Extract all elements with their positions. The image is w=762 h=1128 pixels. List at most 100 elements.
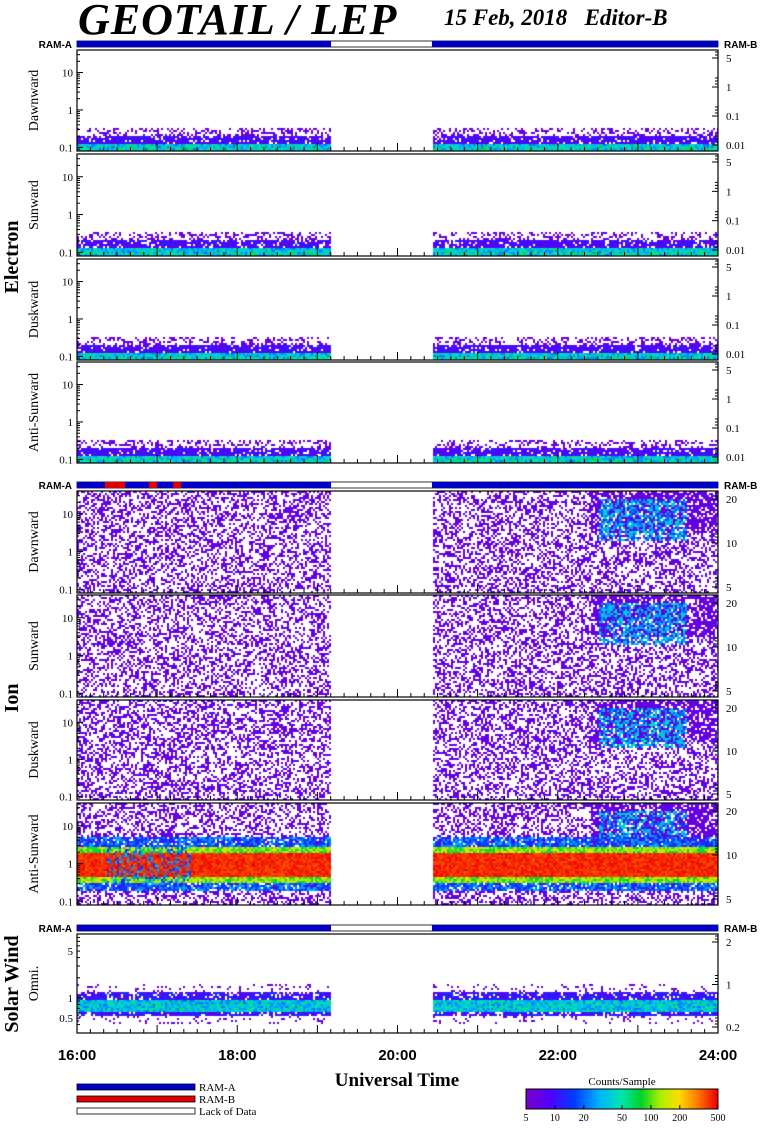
right-axis-tick-label: 5 — [726, 789, 732, 801]
legend-label: RAM-B — [199, 1094, 235, 1106]
left-axis-tick-label: 0.1 — [59, 142, 73, 154]
ram-left-label: RAM-A — [39, 924, 72, 935]
colorbar-tick-label: 50 — [617, 1113, 627, 1124]
right-axis-tick-label: 20 — [726, 494, 738, 506]
colorbar-cell — [646, 1089, 649, 1109]
colorbar-cell — [600, 1089, 603, 1109]
spectrogram-image — [77, 934, 718, 1033]
colorbar-tick-label: 10 — [550, 1113, 560, 1124]
colorbar-cell — [674, 1089, 677, 1109]
colorbar-cell — [628, 1089, 631, 1109]
colorbar-cell — [550, 1089, 553, 1109]
colorbar-tick-label: 20 — [579, 1113, 589, 1124]
ram-right-label: RAM-B — [724, 481, 757, 492]
left-axis-tick-label: 0.1 — [59, 584, 73, 596]
ram-a-segment — [431, 482, 718, 488]
colorbar-cell — [708, 1089, 711, 1109]
colorbar-cell — [678, 1089, 681, 1109]
spectrogram-image — [77, 362, 718, 463]
section-ion: RAM-A RAM-B Ion 10 1 0.1 20 10 5 Dawnward 10 1 0.1 20… — [1, 481, 757, 908]
colorbar-cell — [696, 1089, 699, 1109]
colorbar-cell — [560, 1089, 563, 1109]
colorbar-cell — [698, 1089, 701, 1109]
colorbar-cell — [640, 1089, 643, 1109]
colorbar-cell — [644, 1089, 647, 1109]
legend-swatch — [76, 1095, 196, 1103]
colorbar-cell — [594, 1089, 597, 1109]
colorbar-cell — [530, 1089, 533, 1109]
colorbar-cell — [694, 1089, 697, 1109]
ram-a-segment — [77, 41, 331, 47]
colorbar-cell — [654, 1089, 657, 1109]
panel-electron-sunward: 10 1 0.1 5 1 0.1 0.01 Sunward — [27, 153, 745, 259]
colorbar-cell — [556, 1089, 559, 1109]
right-axis-tick-label: 5 — [726, 157, 732, 169]
ram-b-segment — [105, 482, 126, 488]
ram-right-label: RAM-B — [724, 40, 757, 51]
right-axis-tick-label: 5 — [726, 686, 732, 698]
colorbar-cell — [544, 1089, 547, 1109]
spectrogram-image — [77, 595, 718, 697]
right-axis-tick-label: 5 — [726, 262, 732, 274]
x-tick-label: 24:00 — [699, 1047, 737, 1064]
panel-label: Duskward — [27, 721, 42, 779]
colorbar-title: Counts/Sample — [588, 1076, 655, 1088]
colorbar-cell — [666, 1089, 669, 1109]
ram-a-segment — [77, 925, 331, 931]
colorbar-cell — [542, 1089, 545, 1109]
colorbar-cell — [562, 1089, 565, 1109]
colorbar-cell — [636, 1089, 639, 1109]
left-axis-tick-label: 0.1 — [59, 454, 73, 466]
colorbar-cell — [642, 1089, 645, 1109]
right-axis-tick-label: 0.01 — [726, 245, 745, 257]
colorbar-cell — [676, 1089, 679, 1109]
right-axis-tick-label: 0.01 — [726, 452, 745, 464]
legend-label: RAM-A — [199, 1082, 236, 1094]
colorbar-cell — [564, 1089, 567, 1109]
spectrogram-image — [77, 259, 718, 360]
left-axis-tick-label: 1 — [68, 547, 74, 559]
ram-left-label: RAM-A — [39, 481, 72, 492]
x-tick-label: 18:00 — [218, 1047, 256, 1064]
colorbar-cell — [586, 1089, 589, 1109]
colorbar-cell — [672, 1089, 675, 1109]
colorbar: Counts/Sample 5 10 20 50 100 200 500 — [524, 1076, 726, 1124]
left-axis-tick-label: 1 — [68, 210, 74, 222]
right-axis-tick-label: 0.1 — [726, 111, 740, 123]
panel-electron-duskward: 10 1 0.1 5 1 0.1 0.01 Duskward — [27, 258, 745, 363]
colorbar-cell — [614, 1089, 617, 1109]
right-axis-tick-label: 1 — [726, 186, 732, 198]
panel-label: Omni. — [27, 966, 42, 1001]
colorbar-cell — [660, 1089, 663, 1109]
right-axis-tick-label: 10 — [726, 850, 738, 862]
colorbar-cell — [584, 1089, 587, 1109]
left-axis-tick-label: 10 — [62, 613, 74, 625]
colorbar-cell — [690, 1089, 693, 1109]
left-axis-tick-label: 1 — [68, 859, 74, 871]
right-axis-tick-label: 0.1 — [726, 216, 740, 228]
x-tick-label: 22:00 — [539, 1047, 577, 1064]
colorbar-cell — [602, 1089, 605, 1109]
colorbar-cell — [658, 1089, 661, 1109]
colorbar-cell — [606, 1089, 609, 1109]
left-axis-tick-label: 0.1 — [59, 351, 73, 363]
left-axis-tick-label: 1 — [68, 993, 74, 1005]
page-title: GEOTAIL / LEP — [78, 0, 398, 44]
ram-a-segment — [431, 41, 718, 47]
left-axis-tick-label: 0.1 — [59, 791, 73, 803]
x-axis: 16:00 18:00 20:00 22:00 24:00 Universal Time — [58, 1047, 737, 1091]
colorbar-cell — [662, 1089, 665, 1109]
page-subtitle: 15 Feb, 2018 Editor-B — [444, 5, 668, 31]
date-label: 15 Feb, 2018 — [444, 5, 568, 30]
colorbar-cell — [580, 1089, 583, 1109]
colorbar-cell — [598, 1089, 601, 1109]
colorbar-cell — [618, 1089, 621, 1109]
right-axis-tick-label: 1 — [726, 291, 732, 303]
right-axis-tick-label: 20 — [726, 806, 738, 818]
right-axis-tick-label: 0.1 — [726, 423, 740, 435]
right-axis-tick-label: 1 — [726, 394, 732, 406]
colorbar-cell — [624, 1089, 627, 1109]
right-axis-tick-label: 0.01 — [726, 349, 745, 361]
ram-a-segment — [77, 482, 331, 488]
